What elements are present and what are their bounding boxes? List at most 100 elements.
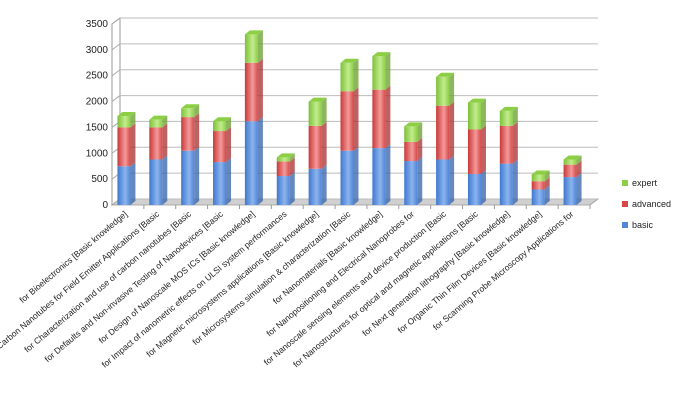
bar-side bbox=[576, 173, 582, 205]
bar-side bbox=[576, 155, 582, 165]
bar-side bbox=[321, 121, 327, 169]
bar-top bbox=[499, 106, 518, 111]
bar-side bbox=[194, 146, 200, 205]
gridline-side bbox=[111, 69, 121, 77]
y-axis-ticks: 0 500 1000 1500 2000 2500 3000 3500 bbox=[86, 19, 109, 211]
bar-side bbox=[162, 155, 168, 205]
bar-side bbox=[480, 125, 486, 174]
bar-top bbox=[181, 104, 200, 109]
bar-side bbox=[480, 169, 486, 205]
y-tick-label: 0 bbox=[102, 200, 108, 211]
bar-face bbox=[404, 126, 418, 142]
y-tick-label: 3500 bbox=[86, 19, 109, 30]
bar-side bbox=[130, 112, 136, 128]
bar-face bbox=[436, 159, 450, 205]
bar-side bbox=[321, 97, 327, 126]
legend: expert advanced basic bbox=[622, 178, 671, 230]
bar-top bbox=[308, 97, 327, 102]
bar-segment-expert bbox=[276, 153, 295, 162]
legend-item-advanced: advanced bbox=[622, 199, 671, 209]
bar-segment-basic bbox=[436, 155, 455, 205]
bar-top bbox=[531, 170, 550, 175]
bar-face bbox=[244, 121, 258, 205]
bar-side bbox=[480, 98, 486, 130]
bar-side bbox=[417, 157, 423, 205]
bar-top bbox=[276, 153, 295, 158]
bar-top bbox=[340, 58, 359, 63]
y-tick-label: 1000 bbox=[86, 148, 109, 159]
bar-side bbox=[289, 157, 295, 177]
bar-face bbox=[563, 164, 577, 178]
bar-face bbox=[499, 125, 513, 164]
bar-face bbox=[181, 108, 195, 118]
bar-face bbox=[372, 148, 386, 205]
bar-segment-expert bbox=[372, 52, 391, 90]
bar-segment-advanced bbox=[244, 58, 263, 122]
bar-segment-basic bbox=[308, 164, 327, 205]
bar-face bbox=[467, 129, 481, 174]
bar-side bbox=[512, 159, 518, 205]
bar-segment-advanced bbox=[213, 127, 232, 163]
bar-side bbox=[576, 160, 582, 178]
bar-side bbox=[226, 158, 232, 205]
bar-face bbox=[244, 34, 258, 63]
bar-side bbox=[162, 115, 168, 128]
bar-segment-expert bbox=[563, 155, 582, 165]
bar-segment-basic bbox=[213, 158, 232, 205]
bar-side bbox=[385, 144, 391, 205]
bar-segment-basic bbox=[276, 172, 295, 205]
bar-face bbox=[213, 162, 227, 205]
bar-face bbox=[499, 163, 513, 205]
bar-face bbox=[436, 76, 450, 106]
bar-side bbox=[417, 122, 423, 142]
bar-side bbox=[289, 172, 295, 205]
bar-side bbox=[289, 153, 295, 162]
bar-side bbox=[194, 104, 200, 118]
gridline-side bbox=[111, 17, 121, 25]
bar-segment-basic bbox=[117, 162, 136, 205]
bar-side bbox=[449, 155, 455, 205]
bar-face bbox=[213, 121, 227, 132]
bar-face bbox=[404, 161, 418, 205]
bar-face bbox=[149, 159, 163, 205]
bar-side bbox=[226, 117, 232, 132]
bar-side bbox=[544, 185, 550, 205]
bar-segment-basic bbox=[149, 155, 168, 205]
bar-segment-expert bbox=[531, 170, 550, 182]
bar-segment-basic bbox=[244, 117, 263, 205]
bar-face bbox=[340, 62, 354, 92]
x-axis-labels: for Bioelectronics [Basic knowledge]Carb… bbox=[0, 208, 575, 369]
bar-segment-expert bbox=[117, 112, 136, 128]
x-tick-label: for Nanopositioning and Electrical Nanop… bbox=[264, 209, 416, 339]
bar-segment-advanced bbox=[563, 160, 582, 178]
y-tick-label: 2000 bbox=[86, 97, 109, 108]
gridline-side bbox=[111, 95, 121, 102]
bar-face bbox=[244, 62, 258, 122]
bar-side bbox=[226, 127, 232, 163]
bar-face bbox=[531, 189, 545, 205]
bar-side bbox=[130, 162, 136, 205]
legend-label: basic bbox=[632, 220, 654, 230]
legend-swatch bbox=[622, 222, 628, 228]
bar-segment-expert bbox=[340, 58, 359, 92]
bar-face bbox=[117, 127, 131, 167]
bar-side bbox=[385, 85, 391, 149]
bar-segment-basic bbox=[531, 185, 550, 205]
bar-face bbox=[372, 56, 386, 90]
bar-side bbox=[353, 58, 359, 92]
bar-face bbox=[340, 150, 354, 205]
bar-face bbox=[372, 89, 386, 149]
bar-face bbox=[276, 176, 290, 205]
bar-segment-expert bbox=[467, 98, 486, 130]
bar-top bbox=[149, 115, 168, 120]
bar-face bbox=[404, 141, 418, 162]
bars bbox=[117, 30, 582, 205]
bar-side bbox=[512, 121, 518, 164]
bar-segment-basic bbox=[340, 146, 359, 205]
bar-face bbox=[276, 157, 290, 162]
bar-top bbox=[372, 52, 391, 57]
bar-side bbox=[385, 52, 391, 90]
bar-segment-advanced bbox=[404, 137, 423, 162]
bar-segment-advanced bbox=[499, 121, 518, 164]
bar-face bbox=[467, 102, 481, 130]
